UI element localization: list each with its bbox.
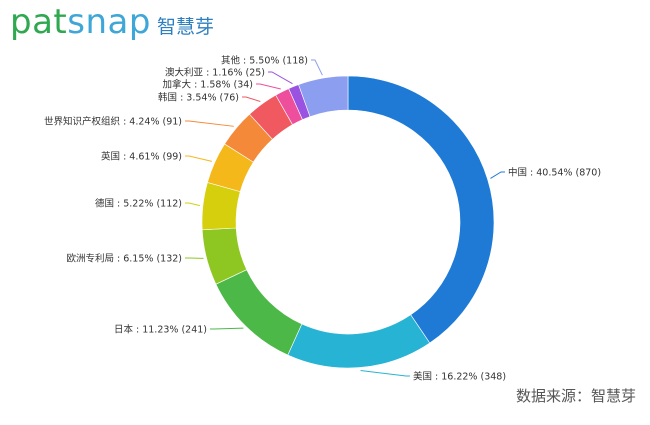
slice-label-6: 英国 : 4.61% (99) xyxy=(101,151,182,163)
logo-word-pat: pat xyxy=(10,2,68,42)
slice-label-9: 加拿大 : 1.58% (34) xyxy=(163,79,253,91)
slice-label-3: 日本 : 11.23% (241) xyxy=(114,324,207,336)
leader-line-6 xyxy=(185,155,213,162)
leader-line-7 xyxy=(185,120,234,127)
slice-1 xyxy=(347,75,495,344)
leader-line-8 xyxy=(242,96,261,102)
slice-label-7: 世界知识产权组织 : 4.24% (91) xyxy=(44,116,182,128)
leader-line-1 xyxy=(490,171,505,179)
slice-label-4: 欧洲专利局 : 6.15% (132) xyxy=(67,253,183,265)
leader-line-2 xyxy=(360,369,410,377)
slice-11 xyxy=(298,75,349,118)
slice-label-5: 德国 : 5.22% (112) xyxy=(95,198,182,210)
slice-3 xyxy=(215,269,303,356)
slice-label-8: 韩国 : 3.54% (76) xyxy=(158,92,239,104)
slice-label-10: 澳大利亚 : 1.16% (25) xyxy=(165,67,265,79)
logo-word-snap: snap xyxy=(67,2,151,42)
logo-wordmark: patsnap xyxy=(10,2,151,42)
slice-label-1: 中国 : 40.54% (870) xyxy=(508,167,601,179)
leader-line-5 xyxy=(185,202,201,207)
source-note: 数据来源：智慧芽 xyxy=(515,387,636,405)
leader-line-9 xyxy=(256,83,281,90)
leader-line-11 xyxy=(311,59,323,76)
slice-2 xyxy=(287,314,431,369)
slice-label-11: 其他 : 5.50% (118) xyxy=(221,55,308,67)
patsnap-logo: patsnap 智慧芽 xyxy=(10,2,214,42)
slice-label-2: 美国 : 16.22% (348) xyxy=(413,371,506,383)
logo-chinese-name: 智慧芽 xyxy=(156,16,214,38)
leader-line-3 xyxy=(210,327,244,330)
leader-line-10 xyxy=(268,71,293,85)
